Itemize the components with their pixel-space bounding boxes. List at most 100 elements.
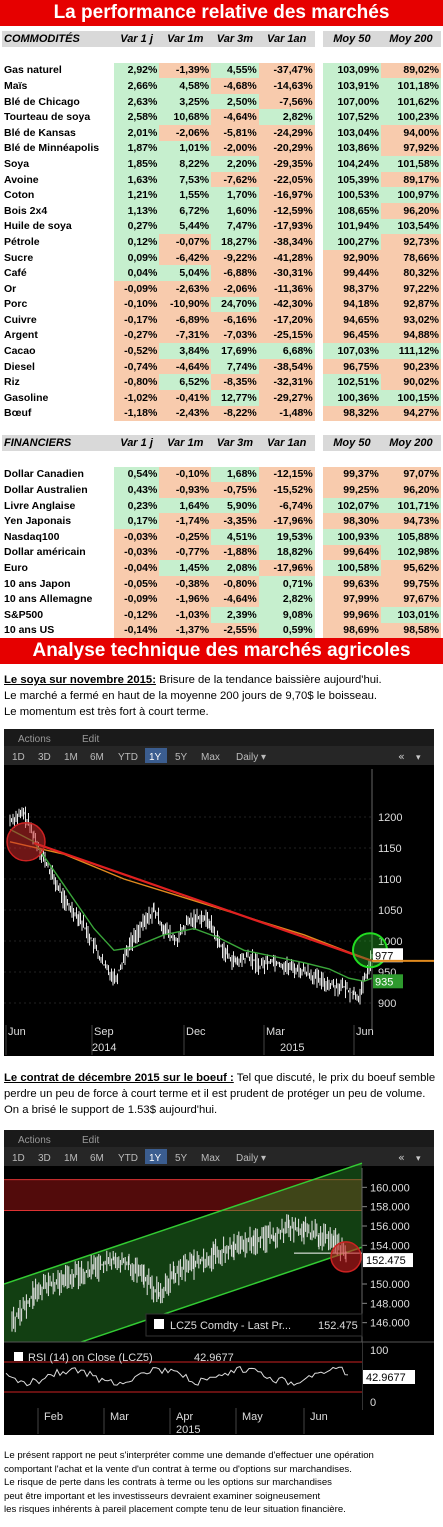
row-label: Dollar américain	[4, 546, 86, 559]
table-row: Avoine 1,63% 7,53% -7,62% -22,05% 105,39% 89,1…	[2, 171, 441, 188]
legend-label: LCZ5 Comdty - Last Pr...	[170, 1320, 291, 1332]
period-button-ytd[interactable]: YTD	[118, 752, 138, 763]
column-spacer	[314, 296, 323, 313]
period-button-1y[interactable]: 1Y	[149, 752, 162, 763]
row-value: 5,44%	[159, 218, 212, 235]
row-value: 6,68%	[258, 343, 315, 359]
period-button-max[interactable]: Max	[201, 752, 220, 763]
row-value: -14,63%	[258, 78, 315, 94]
row-value: 98,69%	[322, 622, 381, 639]
period-button-5y[interactable]: 5Y	[175, 1153, 188, 1164]
row-value: 4,58%	[159, 78, 212, 94]
x-tick-label: Mar	[266, 1026, 285, 1038]
period-button-1d[interactable]: 1D	[12, 1153, 25, 1164]
row-value: 99,63%	[322, 575, 381, 592]
row-value: -1,37%	[159, 622, 212, 639]
legend-value: 152.475	[318, 1320, 358, 1332]
row-label: Nasdaq100	[4, 530, 60, 543]
row-value: 97,92%	[380, 140, 441, 157]
actions-menu[interactable]: Actions	[18, 734, 51, 745]
period-button-6m[interactable]: 6M	[90, 752, 104, 763]
period-button-3d[interactable]: 3D	[38, 752, 51, 763]
row-value: 94,88%	[380, 327, 441, 344]
table-row: 10 ans Allemagne -0,09% -1,96% -4,64% 2,82% 9…	[2, 591, 441, 607]
row-value: 2,20%	[211, 156, 259, 172]
row-value: 8,22%	[159, 156, 212, 172]
column-header: Var 3m	[211, 31, 259, 47]
column-spacer	[314, 187, 323, 203]
row-value: 99,75%	[380, 575, 441, 592]
row-label: Argent	[4, 329, 38, 342]
beef-chart-svg: Actions Edit 1D 3D 1M 6M YTD 1Y 5Y Max Daily ▾ « ▾ 16…	[4, 1130, 434, 1435]
row-value: -0,80%	[211, 575, 259, 592]
x-tick-label: Jun	[8, 1026, 26, 1038]
row-label: Euro	[4, 561, 28, 574]
column-spacer	[314, 234, 323, 250]
period-button-ytd[interactable]: YTD	[118, 1153, 138, 1164]
y-tick-label: 154.000	[370, 1240, 410, 1252]
y-tick-label: 160.000	[370, 1182, 410, 1194]
x-tick-label: Apr	[176, 1411, 193, 1423]
table-row: 10 ans US -0,14% -1,37% -2,55% 0,59% 98,69% 98…	[2, 622, 441, 639]
row-value: -0,09%	[113, 591, 160, 607]
soya-line3: Le momentum est très fort à court terme.	[4, 706, 209, 718]
row-value: 18,82%	[258, 544, 315, 561]
row-label: Tourteau de soya	[4, 111, 91, 124]
support-break-circle	[330, 1241, 362, 1273]
row-value: 103,86%	[322, 140, 381, 157]
year-label: 2015	[280, 1042, 304, 1054]
soya-chart-svg: Actions Edit 1D 3D 1M 6M YTD 1Y 5Y Max Daily ▾ « ▾ 12…	[4, 729, 434, 1056]
actions-menu[interactable]: Actions	[18, 1135, 51, 1146]
row-value: 107,03%	[322, 343, 381, 359]
column-spacer	[314, 435, 323, 451]
row-value: -1,18%	[113, 405, 160, 422]
edit-menu[interactable]: Edit	[82, 734, 99, 745]
row-label: Livre Anglaise	[4, 499, 76, 512]
row-value: 101,58%	[380, 156, 441, 172]
table-row: Tourteau de soya 2,58% 10,68% -4,64% 2,82% 10…	[2, 109, 441, 125]
row-value: -0,80%	[113, 374, 160, 391]
row-value: -0,52%	[113, 343, 160, 359]
row-value: 24,70%	[211, 296, 259, 313]
technical-analysis-banner: Analyse technique des marchés agricoles	[0, 638, 443, 664]
x-tick-label: May	[242, 1411, 263, 1423]
row-value: 0,27%	[113, 218, 160, 235]
period-button-max[interactable]: Max	[201, 1153, 220, 1164]
row-value: -2,43%	[159, 405, 212, 422]
row-value: 103,09%	[322, 62, 381, 79]
row-value: 90,02%	[380, 374, 441, 391]
column-spacer	[314, 575, 323, 592]
period-button-1d[interactable]: 1D	[12, 752, 25, 763]
row-value: 104,24%	[322, 156, 381, 172]
interval-dropdown[interactable]: Daily ▾	[236, 1153, 266, 1164]
y-tick-label: 146.000	[370, 1318, 410, 1330]
resistance-zone	[4, 1179, 362, 1211]
period-button-3d[interactable]: 3D	[38, 1153, 51, 1164]
period-button-1m[interactable]: 1M	[64, 1153, 78, 1164]
period-button-1y[interactable]: 1Y	[149, 1153, 162, 1164]
table-row: Riz -0,80% 6,52% -8,35% -32,31% 102,51% 90,02%	[2, 374, 441, 391]
column-header: Var 1 j	[113, 31, 160, 47]
row-label: Gasoline	[4, 391, 49, 404]
row-value: 2,66%	[113, 78, 160, 94]
row-label: Blé de Minnéapolis	[4, 142, 100, 155]
edit-menu[interactable]: Edit	[82, 1135, 99, 1146]
period-button-5y[interactable]: 5Y	[175, 752, 188, 763]
row-value: -37,47%	[258, 62, 315, 79]
row-value: 7,47%	[211, 218, 259, 235]
period-button-1m[interactable]: 1M	[64, 752, 78, 763]
row-label: 10 ans US	[4, 624, 55, 637]
row-value: -1,03%	[159, 606, 212, 623]
interval-dropdown[interactable]: Daily ▾	[236, 752, 266, 763]
row-label: Gas naturel	[4, 64, 62, 77]
collapse-icon[interactable]: «	[398, 750, 405, 763]
period-button-6m[interactable]: 6M	[90, 1153, 104, 1164]
row-value: -7,62%	[211, 171, 259, 188]
row-value: -4,68%	[211, 78, 259, 94]
row-value: -6,42%	[159, 249, 212, 266]
ma-price-box	[373, 974, 403, 989]
breakdown-highlight-circle	[6, 822, 46, 862]
collapse-icon[interactable]: «	[398, 1151, 405, 1164]
table-row: Dollar Canadien 0,54% -0,10% 1,68% -12,15% 99…	[2, 466, 441, 483]
column-spacer	[314, 171, 323, 188]
